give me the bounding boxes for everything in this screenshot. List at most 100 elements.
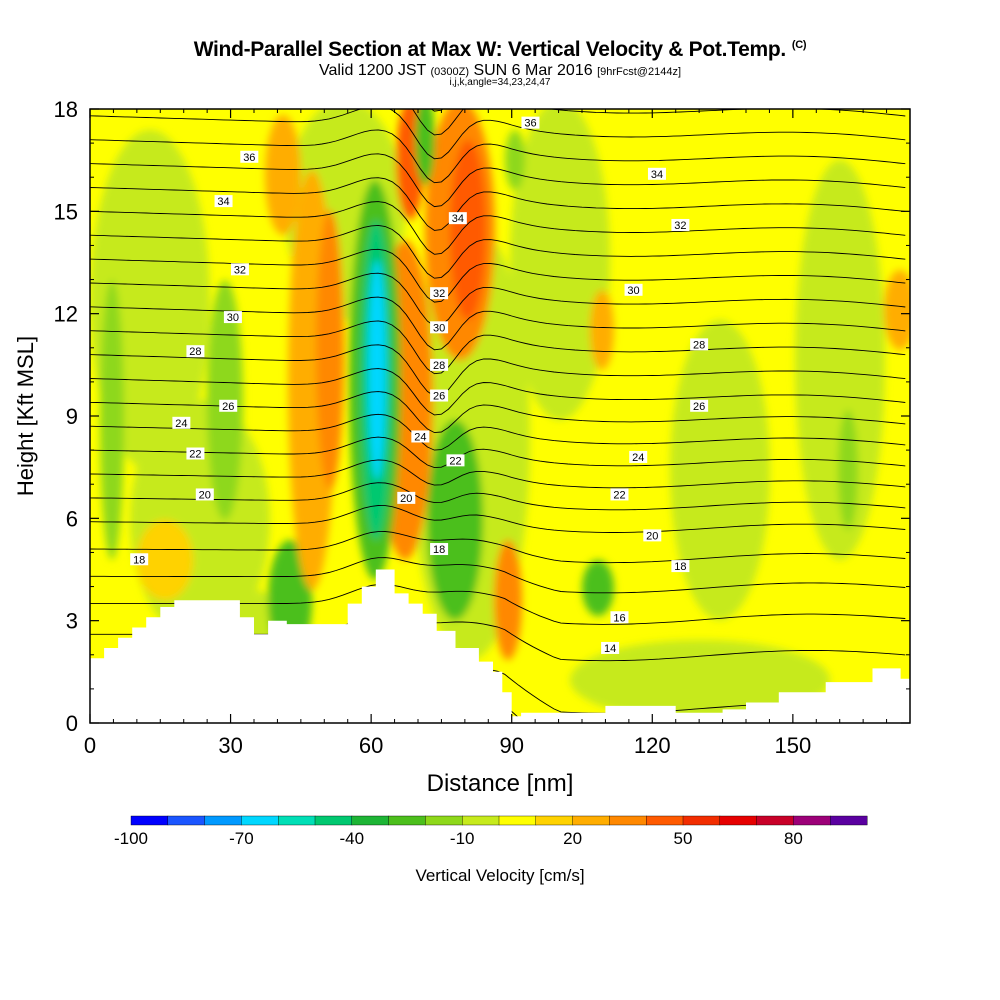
colorbar-swatch <box>314 815 353 826</box>
contour-label-bg <box>430 321 449 334</box>
contour-label-text: 26 <box>222 401 234 413</box>
isentrope-line <box>90 153 906 208</box>
colorbar-swatch <box>682 815 721 826</box>
contour-label: 14 <box>601 641 620 655</box>
colorbar-swatch <box>535 815 574 826</box>
contour-label: 34 <box>214 195 233 208</box>
copyright-mark: (C) <box>791 39 807 51</box>
contour-label-bg <box>240 150 259 163</box>
isentrope-line <box>90 413 906 451</box>
x-tick-label: 120 <box>634 733 671 758</box>
valid-utc: (0300Z) <box>430 66 469 78</box>
contour-label-text: 20 <box>400 493 412 505</box>
isentrope-line <box>90 129 906 184</box>
contour-label: 24 <box>172 416 191 430</box>
contour-label: 30 <box>223 311 242 324</box>
plot-area: 18 20 22 24 26 28 30 32 34 36 20 18 24 22 26 28 30 32 34 36… <box>90 109 910 723</box>
isentrope-line <box>90 320 906 375</box>
potential-temperature-contours <box>90 109 906 723</box>
contour-label: 24 <box>411 430 430 443</box>
contour-label-text: 36 <box>243 152 255 164</box>
isentrope-line <box>430 109 444 112</box>
y-tick-label: 6 <box>66 506 78 531</box>
isentrope-line <box>90 344 906 397</box>
contour-label: 22 <box>610 488 629 501</box>
contour-label-text: 28 <box>433 360 445 372</box>
contour-label-text: 26 <box>693 401 705 413</box>
contour-label-bg <box>186 345 205 358</box>
isentrope-line <box>90 296 906 351</box>
colorbar-swatch <box>204 815 242 826</box>
colorbar-tick-label: -70 <box>229 829 254 848</box>
contour-label-bg <box>690 399 709 412</box>
isentrope-line <box>90 201 906 255</box>
contour-label: 36 <box>521 116 540 130</box>
isentrope-line <box>90 272 906 327</box>
colorbar-swatch <box>793 815 831 826</box>
contour-label-text: 28 <box>693 339 705 351</box>
contour-label: 34 <box>448 212 467 225</box>
contour-label: 18 <box>671 560 690 573</box>
contour-label: 30 <box>430 321 449 334</box>
contour-label: 30 <box>624 283 643 297</box>
contour-label: 36 <box>240 150 259 164</box>
colorbar-tick-label: 20 <box>563 829 582 848</box>
isentrope-line <box>90 177 906 231</box>
colorbar-swatch <box>351 815 390 826</box>
contour-label-bg <box>223 311 242 324</box>
contour-label-bg <box>214 195 233 208</box>
contour-label: 18 <box>130 553 149 566</box>
contour-label-text: 26 <box>433 391 445 403</box>
isentrope-line <box>90 368 906 416</box>
colorbar-swatch <box>388 815 426 826</box>
contour-label-bg <box>195 488 214 501</box>
contour-label-text: 30 <box>433 322 445 334</box>
contour-label: 16 <box>610 611 629 624</box>
contour-label: 32 <box>230 263 249 276</box>
contour-label: 18 <box>430 543 449 556</box>
colorbar-swatch <box>241 815 279 826</box>
contour-label-text: 24 <box>632 452 644 464</box>
contour-label-text: 30 <box>627 285 639 297</box>
contour-label-text: 20 <box>199 489 211 501</box>
colorbar-label: Vertical Velocity [cm/s] <box>415 866 584 885</box>
valid-prefix: Valid 1200 JST <box>318 62 427 79</box>
contour-label: 26 <box>219 399 238 413</box>
contour-label-text: 34 <box>452 213 464 225</box>
y-tick-label: 3 <box>66 609 78 634</box>
contour-label-bg <box>601 641 620 654</box>
contour-label-text: 22 <box>449 455 461 467</box>
colorbar-swatch <box>719 815 758 826</box>
contour-label-text: 18 <box>433 544 445 556</box>
isentrope-line <box>90 224 906 279</box>
contour-label: 32 <box>430 287 449 300</box>
x-tick-label: 30 <box>218 733 242 758</box>
isentrope-line <box>90 505 906 533</box>
colorbar-swatch <box>609 815 647 826</box>
contour-label-bg <box>690 338 709 351</box>
x-tick-label: 0 <box>84 733 96 758</box>
colorbar-swatch <box>425 815 463 826</box>
contour-label-bg <box>430 389 449 402</box>
y-tick-label: 0 <box>66 711 78 736</box>
contour-label-text: 16 <box>613 612 625 624</box>
contour-label-text: 34 <box>217 196 229 208</box>
contour-label-bg <box>624 283 643 296</box>
terrain-mask <box>90 569 910 723</box>
contour-label-bg <box>521 116 540 129</box>
contour-label-bg <box>671 218 690 231</box>
x-tick-label: 60 <box>359 733 383 758</box>
colorbar-swatch <box>646 815 684 826</box>
chart-subtitle: Valid 1200 JST (0300Z) SUN 6 Mar 2016 [9… <box>0 62 1000 80</box>
colorbar-swatch <box>167 815 206 826</box>
contour-label-bg <box>186 447 205 460</box>
contour-label-bg <box>411 430 430 443</box>
colorbar-tick-label: 50 <box>674 829 693 848</box>
contour-label-bg <box>430 287 449 300</box>
y-tick-label: 12 <box>54 302 78 327</box>
contour-label: 32 <box>671 218 690 232</box>
colorbar-swatch <box>756 815 794 826</box>
contour-label-bg <box>430 358 449 371</box>
